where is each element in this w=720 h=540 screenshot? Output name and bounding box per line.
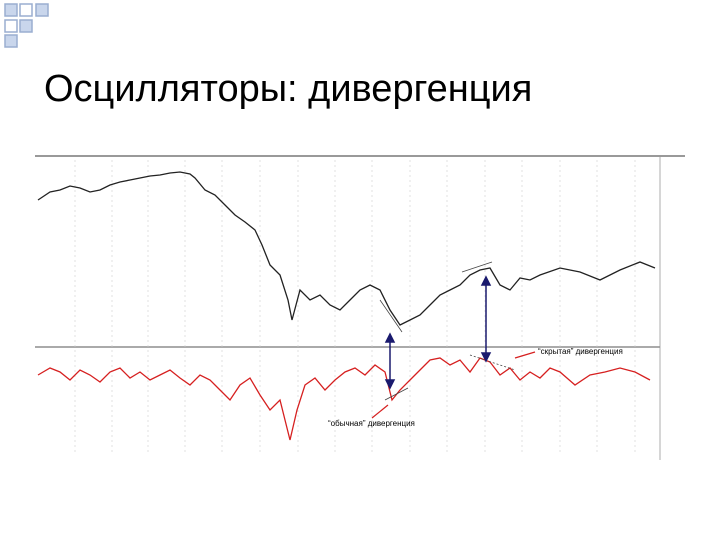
trend-line bbox=[379, 299, 403, 333]
annotation: “скрытая” дивергенция bbox=[538, 347, 623, 356]
trend-line bbox=[461, 261, 493, 273]
trend-line bbox=[384, 387, 409, 401]
annotation: “обычная” дивергенция bbox=[328, 419, 415, 428]
chart-frame bbox=[35, 155, 685, 460]
divergence-arrows bbox=[384, 275, 492, 390]
annotation-pointers bbox=[371, 351, 536, 419]
oscillator-line bbox=[37, 357, 651, 441]
slide-title: Осцилляторы: дивергенция bbox=[44, 68, 533, 110]
corner-decoration bbox=[4, 3, 49, 48]
price-line bbox=[37, 171, 656, 326]
chart-image: “обычная” дивергенция “скрытая” диверген… bbox=[35, 155, 685, 460]
